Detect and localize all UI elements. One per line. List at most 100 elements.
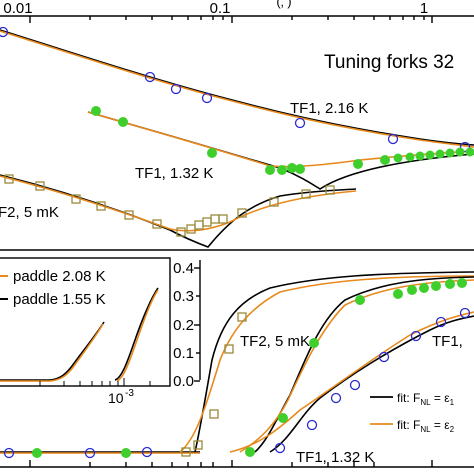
ytick-0.2: 0.2: [173, 317, 194, 334]
top-tick-2: 1: [420, 0, 428, 17]
fit-legend: fit: FNL = ε1 fit: FNL = ε2: [370, 391, 455, 434]
marker-g13: [425, 150, 435, 160]
marker-g15: [445, 148, 455, 158]
marker-bg12: [457, 278, 467, 288]
marker-s5: [124, 210, 134, 220]
bottom-markers-green: [32, 278, 467, 458]
marker-bg9: [419, 283, 429, 293]
inset-x-tick-base: 10: [108, 390, 124, 406]
inset: paddle 2.08 K paddle 1.55 K 10 -3: [0, 257, 171, 406]
tf1-fit-black-b: [269, 315, 474, 453]
marker-s12: [218, 214, 228, 224]
marker-s13: [237, 208, 247, 218]
tf1-fit-orange-b: [229, 311, 474, 453]
inset-curve-orange-2: [116, 289, 159, 382]
marker-bb4: [274, 442, 286, 454]
marker-b3: [170, 83, 182, 95]
marker-g10: [393, 153, 403, 163]
marker-g3: [207, 148, 217, 158]
marker-s3: [71, 194, 81, 204]
label-tf1-216: TF1, 2.16 K: [290, 100, 368, 117]
label-b-tf2: TF2, 5 mK: [240, 333, 310, 350]
marker-g12: [415, 151, 425, 161]
marker-s6: [152, 219, 162, 229]
fit-legend-0: fit: FNL = ε1: [397, 391, 455, 407]
bottom-markers-olive: [181, 312, 247, 457]
marker-bg5: [309, 338, 319, 348]
bottom-labels: TF2, 5 mK TF1, 1.32 K TF1,: [240, 333, 463, 466]
marker-g11: [405, 152, 415, 162]
marker-b4: [201, 92, 213, 104]
top-title: Tuning forks 32: [324, 52, 454, 73]
top-markers-olive: [4, 174, 335, 237]
top-labels: Tuning forks 32 TF1, 2.16 K TF1, 1.32 K …: [0, 52, 454, 221]
label-tf2-5mk: F2, 5 mK: [0, 204, 59, 221]
label-b-tf1: TF1,: [432, 333, 463, 350]
marker-g8: [353, 159, 363, 169]
inset-x-tick-exp: -3: [125, 388, 134, 399]
inset-curve-orange-1: [0, 323, 104, 382]
marker-g16: [455, 147, 465, 157]
top-tick-1: 0.1: [210, 0, 231, 17]
marker-b5: [294, 117, 306, 129]
marker-s11: [210, 214, 220, 224]
marker-g14: [435, 149, 445, 159]
tf2-fit-orange: [179, 275, 474, 453]
marker-bb7: [349, 379, 361, 391]
marker-bs4: [224, 344, 234, 354]
marker-s16: [325, 185, 335, 195]
marker-bs2: [193, 440, 203, 450]
marker-s2: [35, 181, 45, 191]
marker-g9: [380, 155, 390, 165]
marker-bs3: [209, 409, 219, 419]
marker-s8: [186, 224, 196, 234]
top-markers-blue: [0, 26, 471, 153]
marker-bs1: [181, 447, 191, 457]
marker-g7: [295, 164, 305, 174]
marker-bb8: [378, 351, 390, 363]
marker-bb11: [459, 307, 471, 319]
marker-g17: [465, 147, 474, 157]
label-b-tf1-132: TF1, 1.32 K: [296, 449, 374, 466]
ytick-0.0: 0.0: [173, 373, 194, 390]
marker-s1: [4, 174, 14, 184]
marker-bg3: [245, 447, 255, 457]
marker-bs5: [237, 312, 247, 322]
frame: [0, 15, 474, 468]
marker-bb5: [306, 419, 318, 431]
marker-bb1: [3, 447, 15, 459]
bottom-markers-blue: [3, 307, 471, 459]
marker-bg8: [407, 285, 417, 295]
marker-b7: [459, 141, 471, 153]
ytick-0.1: 0.1: [173, 345, 194, 362]
marker-bg6: [355, 295, 365, 305]
inset-curve-black-2: [114, 287, 159, 381]
inset-curves: [0, 287, 159, 382]
marker-b1: [0, 26, 9, 38]
fit-legend-1: fit: FNL = ε2: [397, 418, 455, 434]
ytick-0.4: 0.4: [173, 260, 194, 277]
marker-s7: [176, 227, 186, 237]
marker-bg1: [32, 448, 42, 458]
marker-g5: [277, 165, 287, 175]
marker-bb10: [435, 316, 447, 328]
inset-legend-0: paddle 2.08 K: [13, 268, 106, 285]
inset-x-tick: 10 -3: [108, 388, 134, 406]
label-tf1-132: TF1, 1.32 K: [135, 165, 213, 182]
marker-bb9: [410, 330, 422, 342]
bottom-y-ticks: 0.4 0.3 0.2 0.1 0.0: [173, 260, 194, 390]
top-markers-green: [91, 106, 474, 175]
marker-bg4: [278, 413, 288, 423]
marker-bg7: [393, 289, 403, 299]
marker-g4: [265, 165, 275, 175]
marker-bb2: [84, 447, 96, 459]
tf1-216-fit-black: [0, 29, 474, 146]
top-axis-label-fragment: (‚ ): [276, 0, 291, 9]
marker-g2: [118, 117, 128, 127]
top-tick-0: 0.01: [3, 0, 32, 17]
marker-bb3: [141, 446, 153, 458]
ytick-0.3: 0.3: [173, 288, 194, 305]
marker-s15: [301, 189, 311, 199]
top-x-ticks: 0.01 0.1 1 (‚ ): [3, 0, 428, 17]
